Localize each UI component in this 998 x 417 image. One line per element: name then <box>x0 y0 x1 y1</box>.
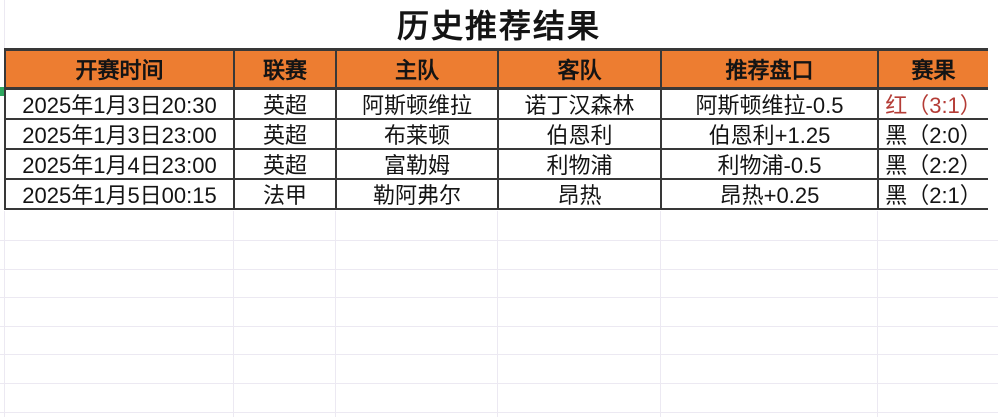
gridline <box>0 354 998 355</box>
gridline <box>497 211 498 417</box>
gridline <box>0 326 998 327</box>
cell-away-team[interactable]: 昂热 <box>497 180 660 208</box>
cell-league[interactable]: 法甲 <box>233 180 335 208</box>
table-header-row: 开赛时间 联赛 主队 客队 推荐盘口 赛果 <box>4 48 988 90</box>
gridline <box>4 211 5 417</box>
gridline <box>0 297 998 298</box>
cell-away-team[interactable]: 利物浦 <box>497 150 660 178</box>
cell-league[interactable]: 英超 <box>233 120 335 148</box>
gridline <box>4 0 5 48</box>
header-league[interactable]: 联赛 <box>233 51 335 87</box>
cell-handicap[interactable]: 昂热+0.25 <box>660 180 877 208</box>
sheet-row-marker <box>0 87 4 96</box>
gridline <box>335 211 336 417</box>
cell-away-team[interactable]: 诺丁汉森林 <box>497 90 660 118</box>
cell-result[interactable]: 黑（2:1） <box>877 180 988 208</box>
gridline <box>0 412 998 413</box>
gridline <box>660 211 661 417</box>
header-kickoff-time[interactable]: 开赛时间 <box>4 51 233 87</box>
cell-kickoff-time[interactable]: 2025年1月5日00:15 <box>4 180 233 208</box>
page-title: 历史推荐结果 <box>396 8 601 44</box>
table-row: 2025年1月3日23:00 英超 布莱顿 伯恩利 伯恩利+1.25 黑（2:0… <box>4 120 988 150</box>
table-row: 2025年1月4日23:00 英超 富勒姆 利物浦 利物浦-0.5 黑（2:2） <box>4 150 988 180</box>
table-row: 2025年1月5日00:15 法甲 勒阿弗尔 昂热 昂热+0.25 黑（2:1） <box>4 180 988 210</box>
gridline <box>0 383 998 384</box>
header-home-team[interactable]: 主队 <box>335 51 497 87</box>
cell-home-team[interactable]: 勒阿弗尔 <box>335 180 497 208</box>
cell-result[interactable]: 红（3:1） <box>877 90 988 118</box>
gridline <box>0 240 998 241</box>
cell-handicap[interactable]: 利物浦-0.5 <box>660 150 877 178</box>
gridline <box>233 211 234 417</box>
cell-kickoff-time[interactable]: 2025年1月4日23:00 <box>4 150 233 178</box>
cell-home-team[interactable]: 阿斯顿维拉 <box>335 90 497 118</box>
cell-league[interactable]: 英超 <box>233 90 335 118</box>
header-result[interactable]: 赛果 <box>877 51 988 87</box>
cell-kickoff-time[interactable]: 2025年1月3日23:00 <box>4 120 233 148</box>
cell-away-team[interactable]: 伯恩利 <box>497 120 660 148</box>
gridline <box>877 211 878 417</box>
table-row: 2025年1月3日20:30 英超 阿斯顿维拉 诺丁汉森林 阿斯顿维拉-0.5 … <box>4 90 988 120</box>
cell-kickoff-time[interactable]: 2025年1月3日20:30 <box>4 90 233 118</box>
gridline <box>0 269 998 270</box>
cell-handicap[interactable]: 阿斯顿维拉-0.5 <box>660 90 877 118</box>
results-table: 开赛时间 联赛 主队 客队 推荐盘口 赛果 2025年1月3日20:30 英超 … <box>4 48 988 210</box>
header-away-team[interactable]: 客队 <box>497 51 660 87</box>
cell-league[interactable]: 英超 <box>233 150 335 178</box>
cell-result[interactable]: 黑（2:0） <box>877 120 988 148</box>
cell-handicap[interactable]: 伯恩利+1.25 <box>660 120 877 148</box>
cell-result[interactable]: 黑（2:2） <box>877 150 988 178</box>
cell-home-team[interactable]: 布莱顿 <box>335 120 497 148</box>
header-handicap[interactable]: 推荐盘口 <box>660 51 877 87</box>
cell-home-team[interactable]: 富勒姆 <box>335 150 497 178</box>
